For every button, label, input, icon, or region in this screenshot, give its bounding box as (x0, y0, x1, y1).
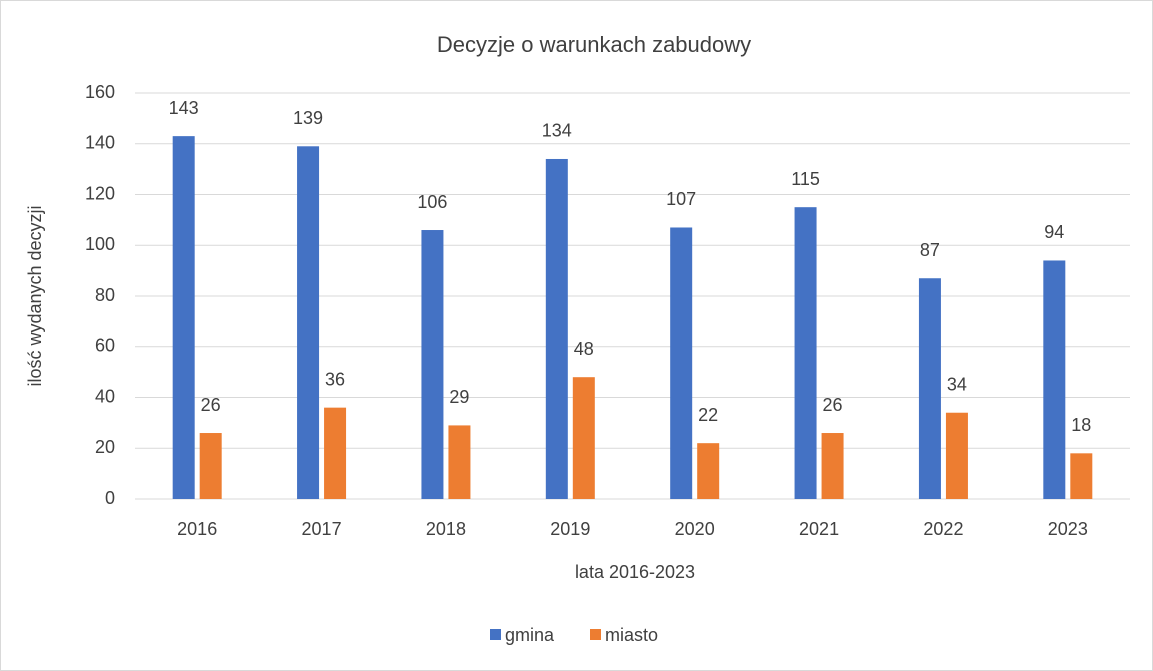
data-label: 36 (325, 369, 345, 389)
bar (421, 230, 444, 499)
data-label: 29 (449, 387, 469, 407)
data-label: 18 (1071, 415, 1091, 435)
y-tick-label: 60 (95, 336, 115, 356)
y-tick-label: 160 (85, 82, 115, 102)
bar (945, 412, 968, 499)
y-tick-label: 80 (95, 285, 115, 305)
data-label: 48 (574, 339, 594, 359)
y-tick-label: 20 (95, 437, 115, 457)
data-label: 143 (169, 98, 199, 118)
data-label: 87 (920, 240, 940, 260)
x-tick-label: 2016 (177, 519, 217, 539)
data-label: 106 (417, 192, 447, 212)
y-tick-label: 140 (85, 133, 115, 153)
y-tick-label: 40 (95, 386, 115, 406)
data-label: 134 (542, 121, 572, 141)
y-tick-label: 0 (105, 488, 115, 508)
legend-swatch (490, 629, 501, 640)
data-label: 26 (201, 395, 221, 415)
bar (1070, 453, 1093, 499)
bar (172, 136, 195, 499)
x-tick-label: 2018 (426, 519, 466, 539)
x-tick-label: 2019 (550, 519, 590, 539)
bar (794, 207, 817, 499)
data-label: 107 (666, 189, 696, 209)
bar (324, 407, 347, 499)
data-label: 34 (947, 374, 967, 394)
bar (297, 146, 320, 499)
x-tick-label: 2022 (923, 519, 963, 539)
data-label: 94 (1044, 222, 1064, 242)
x-tick-label: 2021 (799, 519, 839, 539)
bar (1043, 260, 1066, 499)
x-axis-label: lata 2016-2023 (575, 562, 695, 582)
legend-label: gmina (505, 625, 555, 645)
legend-label: miasto (605, 625, 658, 645)
legend-swatch (590, 629, 601, 640)
data-label: 139 (293, 108, 323, 128)
chart-title: Decyzje o warunkach zabudowy (437, 32, 751, 57)
x-tick-label: 2023 (1048, 519, 1088, 539)
bar (670, 227, 693, 500)
x-tick-label: 2020 (675, 519, 715, 539)
data-label: 115 (791, 169, 820, 189)
y-axis-label: ilość wydanych decyzji (25, 205, 45, 386)
bar (697, 443, 720, 499)
bar (199, 433, 222, 499)
bar (572, 377, 595, 499)
data-label: 22 (698, 405, 718, 425)
x-tick-label: 2017 (302, 519, 342, 539)
y-tick-label: 120 (85, 183, 115, 203)
data-label: 26 (823, 395, 843, 415)
y-tick-label: 100 (85, 234, 115, 254)
bar (821, 433, 844, 499)
bar (448, 425, 471, 499)
bar (545, 158, 568, 499)
bar (918, 278, 941, 499)
